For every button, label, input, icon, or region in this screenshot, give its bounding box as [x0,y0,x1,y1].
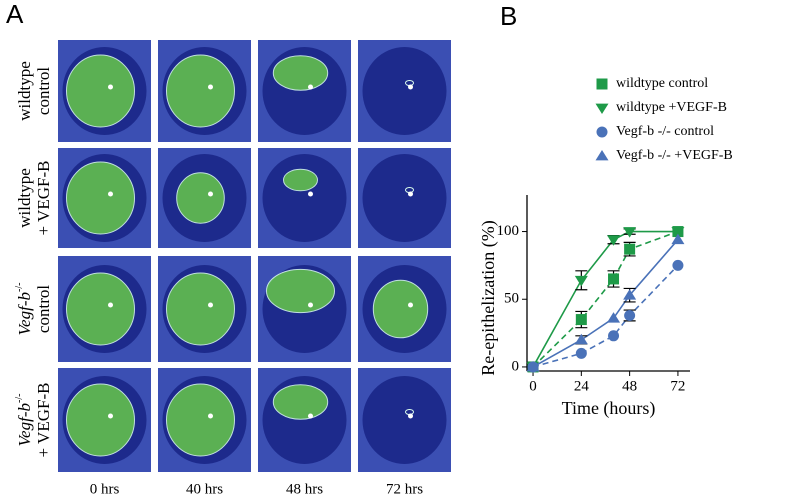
legend-marker [596,78,608,90]
fluorescein-stain [66,383,135,457]
series-line [532,230,678,368]
marker [623,289,637,300]
reflection [208,84,213,90]
reflection [208,302,213,308]
column-label: 48 hrs [286,481,323,497]
row-label: + VEGF-B [34,161,53,236]
marker [574,275,588,287]
legend-marker [595,149,609,161]
fluorescein-stain [266,268,335,314]
row-label: wildtype [15,61,34,121]
series-line [532,230,679,368]
fluorescein-stain [372,279,429,339]
eye-iris [362,47,447,135]
marker [575,314,587,326]
marker [607,235,621,246]
marker [526,360,540,372]
reflection [408,302,413,308]
fluorescein-stain [283,168,318,192]
marker [608,273,620,285]
fluorescein-stain [66,54,135,128]
reflection [108,84,113,90]
legend-label: wildtype control [616,76,708,91]
eye-iris [362,154,447,242]
reflection [408,84,413,90]
marker [671,227,685,238]
series-line [532,239,679,368]
row-label-sup: -/- [14,394,25,403]
image-grid [58,40,451,472]
fluorescein-stain [176,172,225,224]
panel-letter: B [500,1,517,31]
reflection [308,413,313,419]
legend-label: wildtype +VEGF-B [616,100,727,115]
x-tick-label: 24 [574,378,590,394]
row-label-line1: wildtype [15,168,34,228]
reflection [408,413,413,419]
legend-marker [595,103,609,115]
row-label: wildtype [15,168,34,228]
marker [624,243,636,255]
column-label: 72 hrs [386,481,423,497]
reflection [308,84,313,90]
marker [624,309,636,321]
eye-iris [262,154,347,242]
y-axis-title: Re-epithelization (%) [478,220,499,375]
legend-label: Vegf-b -/- +VEGF-B [616,148,733,163]
column-label: 40 hrs [186,481,223,497]
legend-label: Vegf-b -/- control [616,124,714,139]
row-label: control [34,285,53,333]
marker [671,233,685,245]
reflection [208,191,213,197]
fluorescein-stain [66,161,135,235]
fluorescein-stain [166,383,235,457]
fluorescein-stain [272,55,329,91]
reflection [308,302,313,308]
marker [574,333,588,345]
y-tick-label: 100 [497,223,520,239]
marker [672,259,684,271]
x-tick-label: 48 [622,378,637,394]
fluorescein-stain [272,384,329,420]
reflection [208,413,213,419]
marker [608,330,620,342]
marker [575,347,587,359]
row-label-sup: -/- [14,283,25,292]
row-label: Vegf-b-/- [14,394,34,447]
row-label-line1: wildtype [15,61,34,121]
x-axis-title: Time (hours) [562,398,656,419]
row-label-line1: Vegf-b [15,292,34,335]
row-label: control [34,67,53,115]
y-tick-label: 0 [512,358,520,374]
x-tick-label: 72 [670,378,685,394]
fluorescein-stain [66,272,135,346]
reflection [308,191,313,197]
column-label: 0 hrs [90,481,120,497]
fluorescein-stain [166,54,235,128]
row-label: + VEGF-B [34,383,53,458]
row-label-line1: Vegf-b [15,403,34,446]
y-tick-label: 50 [504,291,519,307]
reflection [108,413,113,419]
series-line [532,264,679,368]
eye-iris [362,376,447,464]
fluorescein-stain [166,272,235,346]
reflection [408,191,413,197]
reflection [108,191,113,197]
marker [623,227,637,238]
row-label: Vegf-b-/- [14,283,34,336]
panel-letter: A [6,0,24,29]
reflection [108,302,113,308]
legend-marker [596,126,608,138]
x-tick-label: 0 [529,378,537,394]
marker [607,312,621,323]
